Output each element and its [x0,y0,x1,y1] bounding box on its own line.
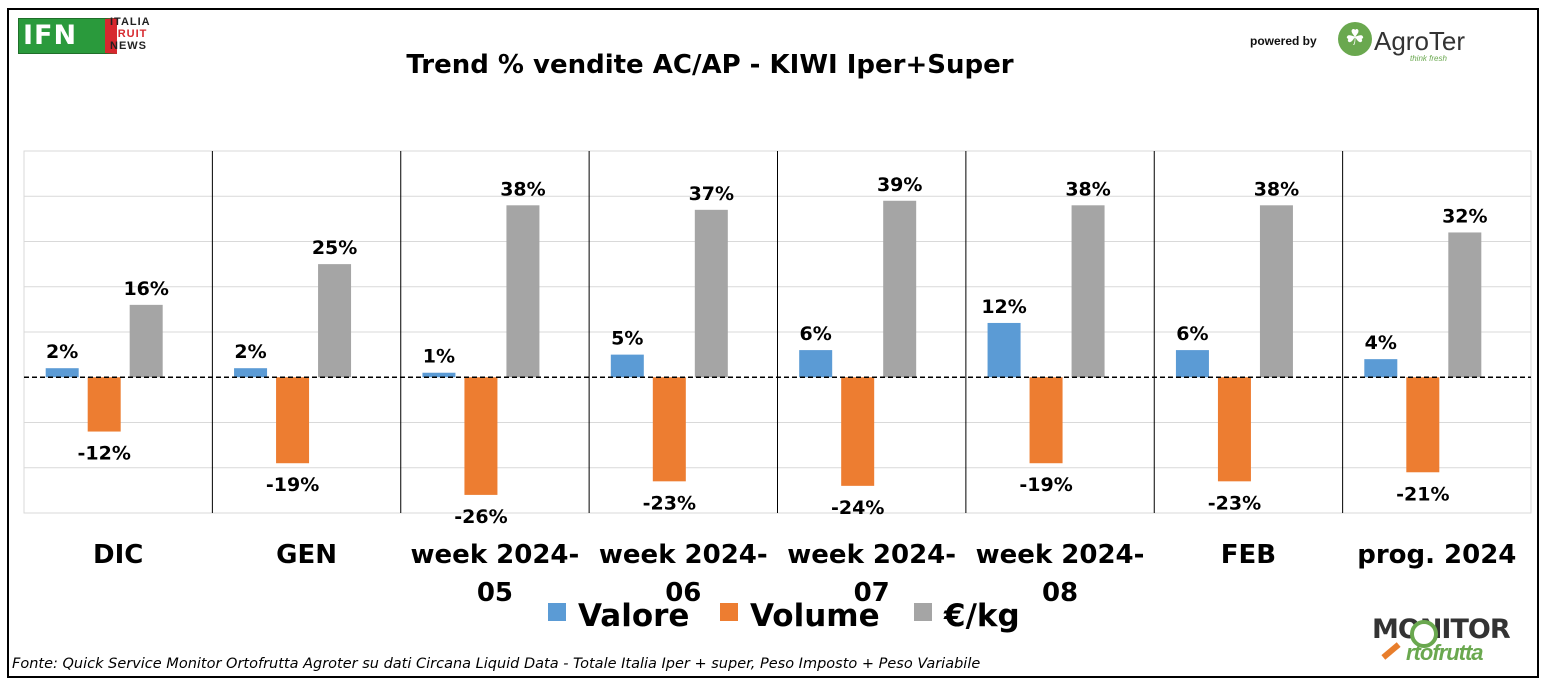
legend-swatch [914,603,932,621]
data-label: 6% [1176,323,1208,345]
bar-€/kg [1259,205,1293,378]
data-label: -24% [831,497,884,519]
bar-Volume [464,377,498,495]
category-label: week 2024- [976,540,1145,570]
data-label: 39% [877,174,922,196]
data-label: 1% [423,346,455,368]
tree-icon: ☘ [1338,22,1372,56]
bar-€/kg [129,304,163,378]
bar-Valore [234,368,268,378]
bar-Valore [799,350,833,378]
data-label: 38% [1254,178,1299,200]
data-label: 38% [500,178,545,200]
data-label: 16% [123,278,168,300]
data-label: 32% [1442,205,1487,227]
bar-Volume [1029,377,1063,464]
category-label: 05 [477,578,513,608]
powered-by-text: powered by [1250,34,1317,48]
source-note: Fonte: Quick Service Monitor Ortofrutta … [12,656,981,672]
bar-Volume [276,377,310,464]
data-label: -21% [1396,483,1449,505]
bar-€/kg [1448,232,1482,378]
data-label: -19% [1019,474,1072,496]
bar-Valore [987,322,1021,378]
agroter-name: AgroTer [1374,26,1466,56]
category-label: 07 [854,578,890,608]
legend-label: Valore [578,598,689,634]
data-label: 4% [1365,332,1397,354]
legend-label: Volume [750,598,880,634]
data-label: 2% [46,341,78,363]
bar-€/kg [506,205,540,378]
data-label: 6% [800,323,832,345]
data-label: 2% [234,341,266,363]
data-label: -19% [266,474,319,496]
bar-€/kg [694,209,728,378]
data-label: -26% [454,506,507,528]
category-label: GEN [276,540,337,570]
data-label: -23% [1208,492,1261,514]
bar-Valore [1364,359,1398,378]
bar-Valore [610,354,644,378]
magnifier-icon [1410,620,1438,648]
category-label: week 2024- [599,540,768,570]
category-label: 08 [1042,578,1078,608]
bar-Volume [1217,377,1251,482]
category-label: week 2024- [787,540,956,570]
legend-label: €/kg [943,598,1020,634]
bar-Volume [841,377,875,486]
category-label: 06 [665,578,701,608]
category-label: DIC [93,540,143,570]
monitor-ortofrutta-logo: MONITOR rtofrutta [1372,614,1511,665]
category-label: week 2024- [411,540,580,570]
chart-frame [7,8,1539,678]
data-label: 5% [611,328,643,350]
category-label: FEB [1221,540,1276,570]
bar-€/kg [883,200,917,378]
bar-Volume [87,377,121,432]
data-label: -23% [643,492,696,514]
category-label: prog. 2024 [1357,540,1516,570]
data-label: 37% [689,183,734,205]
agroter-tagline: think fresh [1410,54,1447,63]
bar-Valore [422,372,456,378]
data-label: 25% [312,237,357,259]
bar-Valore [1175,350,1209,378]
chart-title: Trend % vendite AC/AP - KIWI Iper+Super [406,50,1014,80]
data-label: -12% [78,443,131,465]
legend-swatch [720,603,738,621]
data-label: 38% [1065,178,1110,200]
bar-Volume [1406,377,1440,473]
bar-Valore [45,368,79,378]
data-label: 12% [981,296,1026,318]
bar-€/kg [318,264,352,378]
bar-Volume [652,377,686,482]
legend-swatch [548,603,566,621]
bar-€/kg [1071,205,1105,378]
